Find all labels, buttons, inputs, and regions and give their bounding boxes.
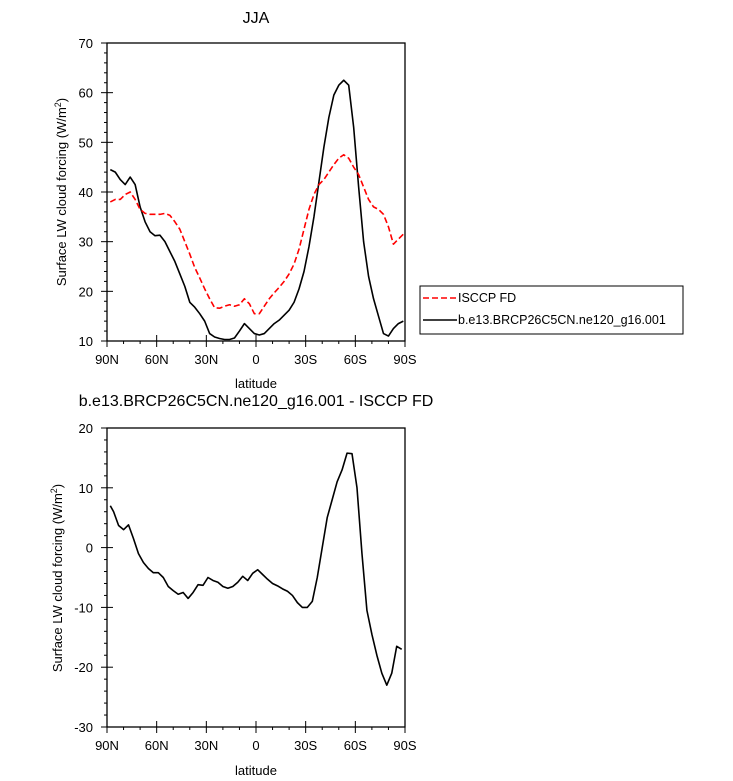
y-axis-label-close: ) <box>50 484 65 488</box>
y-axis-label-text: Surface LW cloud forcing (W/m <box>50 493 65 672</box>
series-line-model <box>109 79 404 341</box>
chart-panel-top: JJA 10 20 30 40 50 60 70 90N 60N 30N 0 30S 60S 90S la… <box>53 10 684 391</box>
x-tick-label: 0 <box>252 738 259 753</box>
legend-label-model: b.e13.BRCP26C5CN.ne120_g16.001 <box>458 313 666 327</box>
y-tick-label: 10 <box>79 334 93 349</box>
chart-title: JJA <box>243 10 270 27</box>
y-tick-label: 0 <box>86 541 93 556</box>
x-tick-label: 60N <box>145 738 169 753</box>
y-axis-label-sup: 2 <box>53 102 63 107</box>
y-tick-label: -10 <box>74 600 93 615</box>
y-tick-label: 20 <box>79 284 93 299</box>
y-axis-label: Surface LW cloud forcing (W/m2) <box>49 484 65 672</box>
x-tick-label: 30S <box>294 352 317 367</box>
plot-frame <box>106 42 406 342</box>
y-tick-label: 40 <box>79 185 93 200</box>
series-line-model <box>109 452 403 686</box>
y-tick-label: -20 <box>74 660 93 675</box>
x-axis-label: latitude <box>235 376 277 391</box>
x-tick-label: 60S <box>344 738 367 753</box>
x-tick-label: 30S <box>294 738 317 753</box>
y-tick-label: 30 <box>79 235 93 250</box>
x-tick-label: 90N <box>95 352 119 367</box>
legend-label-isccp: ISCCP FD <box>458 291 516 305</box>
chart-title-difference: b.e13.BRCP26C5CN.ne120_g16.001 - ISCCP F… <box>79 393 434 410</box>
y-axis-label-sup: 2 <box>49 488 59 493</box>
x-tick-label: 30N <box>194 352 218 367</box>
x-tick-label: 0 <box>252 352 259 367</box>
y-axis-label-close: ) <box>54 98 69 102</box>
series-group <box>109 452 403 686</box>
chart-panel-bottom: b.e13.BRCP26C5CN.ne120_g16.001 - ISCCP F… <box>49 393 433 778</box>
series-group <box>109 79 404 341</box>
y-axis-label-text: Surface LW cloud forcing (W/m <box>54 107 69 286</box>
series-line-isccp-fd <box>109 153 404 315</box>
x-tick-label: 60S <box>344 352 367 367</box>
x-tick-label: 90S <box>393 738 416 753</box>
x-tick-label: 90N <box>95 738 119 753</box>
y-axis-label: Surface LW cloud forcing (W/m2) <box>53 98 69 286</box>
y-tick-label: -30 <box>74 720 93 735</box>
x-axis-label: latitude <box>235 763 277 778</box>
y-tick-label: 60 <box>79 86 93 101</box>
x-tick-label: 90S <box>393 352 416 367</box>
y-tick-label: 10 <box>79 481 93 496</box>
tick-group: -30 -20 -10 0 10 20 90N 60N 30N 0 30S 60S 90S <box>74 421 417 753</box>
legend: ISCCP FD b.e13.BRCP26C5CN.ne120_g16.001 <box>419 285 684 335</box>
plot-frame <box>106 427 406 728</box>
y-tick-label: 70 <box>79 36 93 51</box>
y-tick-label: 20 <box>79 421 93 436</box>
y-tick-label: 50 <box>79 135 93 150</box>
tick-group: 10 20 30 40 50 60 70 90N 60N 30N 0 30S 60S 90S <box>79 36 417 367</box>
x-tick-label: 30N <box>194 738 218 753</box>
x-tick-label: 60N <box>145 352 169 367</box>
legend-box <box>419 285 684 335</box>
